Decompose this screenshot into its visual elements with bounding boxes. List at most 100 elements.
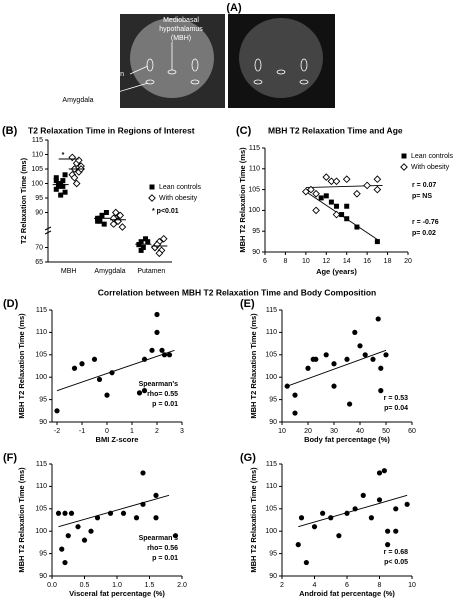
marker xyxy=(311,524,318,530)
marker xyxy=(62,559,68,566)
marker xyxy=(373,185,382,194)
annotation: p< 0.05 xyxy=(384,559,408,566)
marker xyxy=(62,172,68,178)
marker xyxy=(312,206,320,215)
x-axis-label: Age (years) xyxy=(316,267,357,276)
marker xyxy=(305,365,311,371)
marker xyxy=(120,510,127,516)
y-tick-label: 115 xyxy=(36,307,47,314)
regression-line xyxy=(58,494,170,528)
y-tick-label: 100 xyxy=(31,180,43,187)
annotation: r = 0.07 xyxy=(412,182,436,189)
y-tick-label: 65 xyxy=(35,259,43,266)
marker xyxy=(339,212,345,218)
x-tick-label: 10 xyxy=(302,258,310,265)
marker xyxy=(376,470,383,476)
marker xyxy=(154,329,160,335)
marker xyxy=(138,239,144,245)
x-tick-label: 2.0 xyxy=(177,582,187,589)
marker xyxy=(292,410,298,416)
annotation: hypothalamus xyxy=(159,26,203,33)
marker xyxy=(58,192,64,198)
y-axis-label: MBH T2 Relaxation Time (ms) xyxy=(238,147,247,253)
marker xyxy=(55,183,61,189)
marker xyxy=(53,178,59,184)
y-tick-label: 70 xyxy=(35,244,43,251)
marker xyxy=(141,388,148,394)
y-tick-label: 105 xyxy=(265,352,277,359)
marker xyxy=(109,370,115,376)
marker xyxy=(332,177,341,186)
marker xyxy=(363,181,371,190)
x-tick-label: 10 xyxy=(408,582,416,589)
marker xyxy=(138,247,144,253)
y-tick-label: 105 xyxy=(248,186,260,193)
x-axis-label: Visceral fat percentage (%) xyxy=(69,589,165,598)
x-tick-label: 2 xyxy=(280,582,284,589)
marker xyxy=(71,365,78,371)
marker xyxy=(68,510,75,516)
marker xyxy=(344,356,350,362)
x-tick-label: 20 xyxy=(304,428,312,435)
marker xyxy=(65,533,71,539)
marker xyxy=(60,183,66,189)
y-tick-label: 90 xyxy=(252,249,260,256)
x-axis-label: BMI Z-score xyxy=(96,435,139,444)
y-tick-label: 110 xyxy=(32,151,43,158)
x-tick-label: 40 xyxy=(356,428,364,435)
marker xyxy=(70,173,79,182)
annotation: p = 0.01 xyxy=(152,401,178,408)
marker xyxy=(373,175,382,184)
marker xyxy=(313,356,319,362)
marker xyxy=(322,173,331,181)
marker xyxy=(336,533,342,539)
marker xyxy=(352,329,358,335)
marker xyxy=(393,528,399,534)
marker xyxy=(118,223,127,231)
marker xyxy=(159,347,165,353)
annotation: rho= 0.56 xyxy=(147,545,178,552)
marker xyxy=(101,221,107,227)
marker xyxy=(328,199,334,205)
x-tick-label: 8 xyxy=(283,258,287,265)
marker xyxy=(88,528,94,534)
annotation: r = 0.68 xyxy=(384,549,408,556)
marker xyxy=(323,193,329,199)
panel-label: (D) xyxy=(3,298,19,310)
x-axis-label: Body fat percentage (%) xyxy=(304,435,390,444)
x-tick-label: 20 xyxy=(404,258,412,265)
marker xyxy=(328,515,334,521)
y-tick-label: 115 xyxy=(249,145,260,152)
marker xyxy=(140,470,146,476)
y-tick-label: 115 xyxy=(266,461,277,468)
marker xyxy=(374,239,380,245)
marker xyxy=(327,177,336,186)
marker xyxy=(94,515,101,521)
y-tick-label: 110 xyxy=(266,483,277,490)
marker xyxy=(155,249,164,258)
marker xyxy=(79,361,85,367)
marker xyxy=(307,185,315,194)
annotation: Putamen xyxy=(96,71,124,78)
marker xyxy=(107,510,114,516)
x-tick-label: -1 xyxy=(79,428,85,435)
x-tick-label: 8 xyxy=(378,582,382,589)
marker xyxy=(385,528,391,534)
annotation: p = 0.01 xyxy=(152,555,178,562)
marker xyxy=(378,365,384,371)
x-tick-label: 4 xyxy=(313,582,317,589)
marker xyxy=(149,347,155,353)
y-tick-label: 100 xyxy=(35,528,47,535)
marker xyxy=(312,189,320,198)
regression-line xyxy=(305,184,383,188)
marker xyxy=(103,210,109,215)
annotation: r = -0.76 xyxy=(412,219,439,226)
marker xyxy=(140,501,146,507)
marker xyxy=(75,524,81,530)
marker xyxy=(404,501,410,507)
marker xyxy=(303,559,309,566)
y-tick-label: 110 xyxy=(36,483,47,490)
y-axis-label: MBH T2 Relaxation Time (ms) xyxy=(17,467,26,573)
x-tick-label: -2 xyxy=(54,428,60,435)
x-tick-label: 50 xyxy=(382,428,390,435)
